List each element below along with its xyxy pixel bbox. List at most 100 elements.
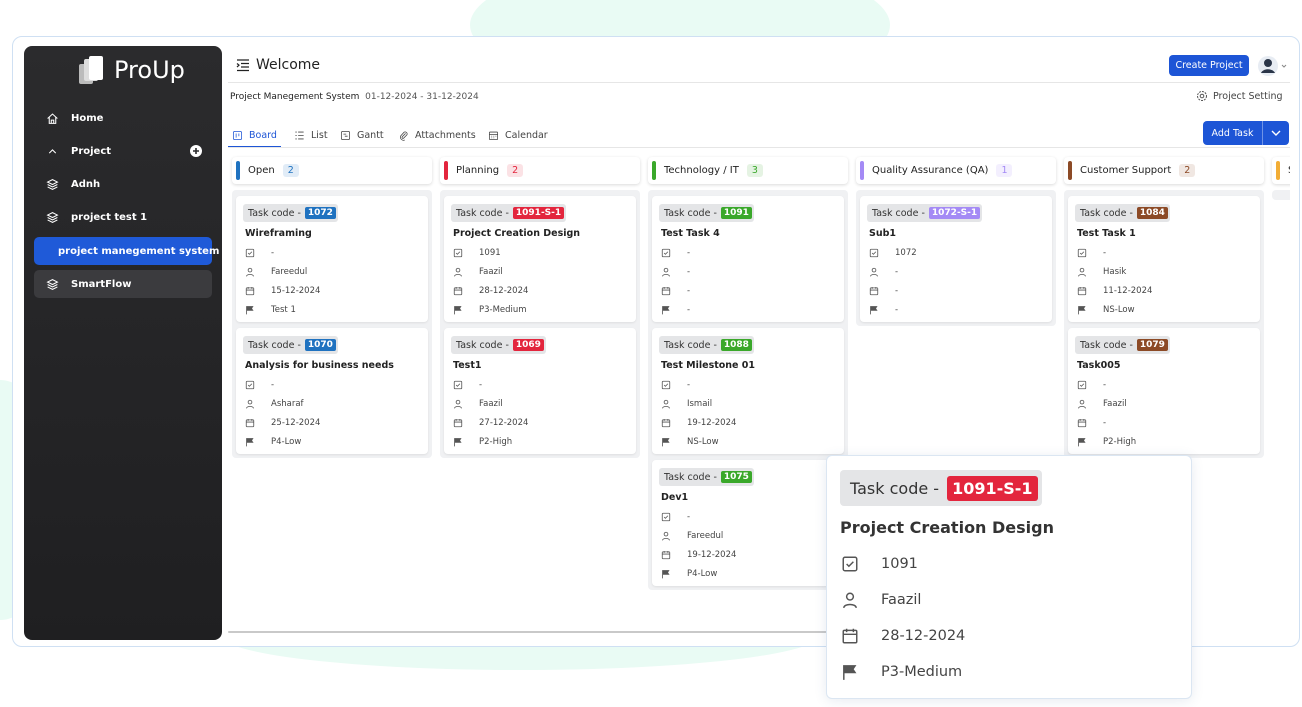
task-code-label: Task code - xyxy=(248,339,301,351)
nav-item[interactable]: project test 1 xyxy=(34,203,212,231)
task-code: Task code -1084 xyxy=(1075,204,1170,222)
add-task-button[interactable]: Add Task xyxy=(1203,121,1289,145)
tab[interactable]: Attachments xyxy=(398,124,476,146)
task-card[interactable]: Task code -1069 Test1 - Faazil 27-12-2024 P2-… xyxy=(444,328,636,454)
divider xyxy=(228,147,1290,148)
task-title: Task005 xyxy=(1077,360,1121,371)
card-field: Ismail xyxy=(661,396,712,412)
field-parent: - xyxy=(271,380,275,390)
nav-item[interactable]: Adnh xyxy=(34,170,212,198)
field-assignee: Asharaf xyxy=(271,399,304,409)
task-card[interactable]: Task code -1072 Wireframing - Fareedul 15-12… xyxy=(236,196,428,322)
task-card[interactable]: Task code -1070 Analysis for business nee… xyxy=(236,328,428,454)
nav-item[interactable]: Home xyxy=(34,104,212,132)
card-field: - xyxy=(1077,245,1106,261)
tab[interactable]: List xyxy=(294,124,328,146)
column-body xyxy=(1272,190,1290,200)
task-title: Sub1 xyxy=(869,228,897,239)
column-body: Task code -1091 Test Task 4- - - - Task code … xyxy=(648,190,848,590)
field-assignee: Faazil xyxy=(881,592,922,608)
column-name: Technology / IT xyxy=(664,165,739,176)
card-field: - xyxy=(245,245,274,261)
task-title: Wireframing xyxy=(245,228,312,239)
tab[interactable]: Gantt xyxy=(340,124,384,146)
nav-item[interactable]: SmartFlow xyxy=(34,270,212,298)
tab-label: Gantt xyxy=(357,129,384,141)
column-color xyxy=(1276,161,1280,180)
column-header: Quality Assurance (QA) 1 xyxy=(856,157,1056,184)
column-body: Task code -1072 Wireframing - Fareedul 15-12… xyxy=(232,190,432,458)
field-parent: - xyxy=(1103,248,1107,258)
task-card[interactable]: Task code -1091-S-1 Project Creation Desi… xyxy=(444,196,636,322)
column-body: Task code -1091-S-1 Project Creation Desi… xyxy=(440,190,640,458)
nav-item[interactable]: Project xyxy=(34,137,212,165)
task-code-label: Task code - xyxy=(456,339,509,351)
task-title: Test1 xyxy=(453,360,482,371)
nav-item[interactable]: project manegement system xyxy=(34,237,219,265)
task-title: Project Creation Design xyxy=(453,228,581,239)
column-body: Task code -1072-S-1 Sub1 1072 - - - xyxy=(856,190,1056,326)
task-card[interactable]: Task code -1084 Test Task 1- Hasik 11-12-20… xyxy=(1068,196,1260,322)
project-setting[interactable]: Project Setting xyxy=(1196,90,1283,102)
card-field: - xyxy=(1077,377,1106,393)
card-field: 11-12-2024 xyxy=(1077,283,1152,299)
field-assignee: - xyxy=(895,267,899,277)
field-date: 25-12-2024 xyxy=(271,418,321,428)
tab-label: Attachments xyxy=(415,129,476,141)
field-priority: Test 1 xyxy=(271,305,296,315)
task-card[interactable]: Task code -1072-S-1 Sub1 1072 - - - xyxy=(860,196,1052,322)
task-card[interactable]: Task code -1075 Dev1 - Fareedul 19-12-2024 P4… xyxy=(652,460,844,586)
field-assignee: Faazil xyxy=(479,267,503,277)
nav-label: Project xyxy=(71,145,112,157)
field-date: - xyxy=(1103,418,1107,428)
column-count: 1 xyxy=(996,164,1013,177)
field-parent: 1091 xyxy=(881,556,918,572)
task-code-label: Task code - xyxy=(850,478,940,498)
task-card[interactable]: Task code -1088 Test Milestone 01 - Ismail 1… xyxy=(652,328,844,454)
card-field: - xyxy=(869,264,898,280)
card-field: - xyxy=(869,302,898,318)
nav-label: Adnh xyxy=(71,178,101,190)
card-field: Test 1 xyxy=(245,302,296,318)
setting-label: Project Setting xyxy=(1213,90,1283,102)
field-date: - xyxy=(687,286,691,296)
nav-label: Home xyxy=(71,112,104,124)
card-field: - xyxy=(661,264,690,280)
avatar[interactable] xyxy=(1257,55,1293,77)
task-card[interactable]: Task code -1079 Task005 - Faazil - P2-High xyxy=(1068,328,1260,454)
card-field: 1072 xyxy=(869,245,917,261)
field-assignee: Ismail xyxy=(687,399,713,409)
scrollbar xyxy=(228,631,828,633)
task-code-label: Task code - xyxy=(248,207,301,219)
field-priority: - xyxy=(687,305,691,315)
tab-label: Board xyxy=(249,129,277,141)
task-code-value: 1072 xyxy=(304,207,336,219)
task-title: Dev1 xyxy=(661,492,689,503)
nav-label: SmartFlow xyxy=(71,278,132,290)
field-assignee: Faazil xyxy=(1103,399,1127,409)
field-date: 15-12-2024 xyxy=(271,286,321,296)
card-field: P4-Low xyxy=(661,566,717,582)
field-priority: P4-Low xyxy=(271,437,302,447)
tab[interactable]: Board xyxy=(228,124,281,148)
field-priority: P2-High xyxy=(1103,437,1137,447)
card-field: - xyxy=(661,283,690,299)
task-code: Task code -1091 xyxy=(659,204,754,222)
column-count: 2 xyxy=(507,164,524,177)
project-name: Project Manegement System xyxy=(230,92,360,102)
task-code: Task code -1072 xyxy=(243,204,338,222)
nav-label: project manegement system xyxy=(58,245,220,257)
task-card[interactable]: Task code -1091 Test Task 4---- xyxy=(652,196,844,322)
field-assignee: Fareedul xyxy=(271,267,308,277)
column-name: Customer Support xyxy=(1080,165,1172,176)
create-project-button[interactable]: Create Project xyxy=(1169,55,1249,76)
task-code-value: 1070 xyxy=(304,339,336,351)
tab[interactable]: Calendar xyxy=(488,124,548,146)
menu-icon[interactable] xyxy=(236,58,250,72)
field-priority: P4-Low xyxy=(687,569,718,579)
field-date: 27-12-2024 xyxy=(479,418,529,428)
field-parent: - xyxy=(687,380,691,390)
project-dates: 01-12-2024 - 31-12-2024 xyxy=(365,92,479,102)
project-info: Project Manegement System 01-12-2024 - 3… xyxy=(230,92,479,102)
card-field: NS-Low xyxy=(1077,302,1135,318)
